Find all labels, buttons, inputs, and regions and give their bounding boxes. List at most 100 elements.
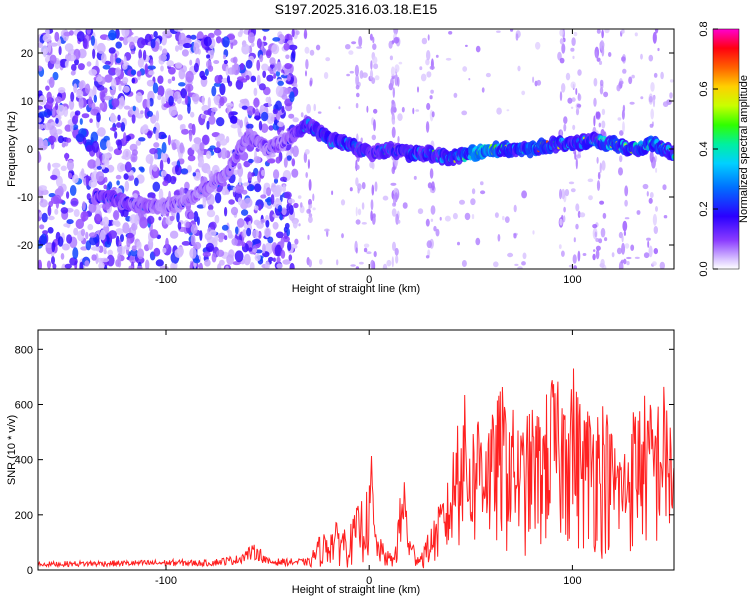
noise-blob [155, 110, 160, 122]
noise-blob [170, 175, 177, 185]
noise-blob [124, 180, 130, 192]
noise-blob [149, 148, 158, 155]
noise-blob [452, 212, 458, 220]
noise-streak [599, 162, 602, 174]
noise-blob [622, 68, 627, 74]
noise-blob [275, 231, 284, 239]
noise-blob [181, 128, 189, 135]
snr-y-tick-label: 200 [15, 510, 33, 522]
noise-streak [619, 130, 624, 136]
noise-streak [649, 151, 654, 163]
noise-blob [70, 122, 74, 133]
noise-blob [620, 259, 624, 264]
noise-blob [137, 37, 146, 49]
noise-blob [485, 72, 491, 78]
noise-blob [202, 196, 207, 209]
noise-streak [623, 230, 627, 236]
noise-blob [281, 105, 285, 114]
noise-blob [95, 246, 100, 252]
noise-blob [96, 76, 103, 83]
noise-streak [427, 34, 430, 41]
noise-streak [360, 137, 363, 143]
noise-blob [227, 229, 233, 239]
noise-blob [361, 202, 365, 210]
noise-blob [49, 76, 55, 88]
noise-blob [216, 36, 222, 44]
noise-blob [38, 123, 45, 130]
noise-blob [232, 56, 238, 64]
noise-blob [38, 138, 44, 149]
noise-blob [652, 261, 657, 266]
noise-blob [149, 229, 159, 239]
noise-blob [634, 256, 640, 259]
noise-blob [517, 266, 523, 269]
noise-blob [61, 142, 66, 148]
noise-blob [96, 165, 102, 170]
noise-blob [70, 91, 75, 102]
chart-title: S197.2025.316.03.18.E15 [275, 1, 438, 17]
noise-blob [113, 210, 120, 221]
noise-blob [291, 168, 299, 178]
noise-blob [596, 29, 601, 34]
noise-streak [559, 29, 564, 37]
noise-streak [374, 181, 378, 192]
noise-blob [273, 185, 281, 197]
noise-blob [124, 161, 132, 173]
noise-blob [137, 57, 144, 68]
noise-blob [211, 107, 218, 113]
noise-blob [60, 165, 67, 172]
noise-blob [397, 113, 403, 121]
noise-blob [196, 216, 200, 226]
noise-blob [122, 85, 130, 93]
noise-blob [39, 211, 43, 218]
noise-blob [475, 237, 481, 246]
noise-blob [559, 38, 564, 45]
noise-blob [636, 210, 641, 215]
noise-blob [224, 235, 228, 241]
noise-blob [266, 49, 272, 59]
noise-blob [147, 130, 153, 139]
noise-blob [120, 122, 126, 132]
noise-blob [56, 104, 66, 116]
noise-blob [319, 258, 323, 265]
noise-blob [393, 37, 400, 44]
noise-blob [269, 57, 276, 65]
noise-blob [174, 248, 183, 258]
noise-blob [222, 54, 227, 60]
noise-streak [373, 251, 377, 258]
noise-blob [210, 111, 215, 118]
noise-blob [52, 71, 59, 81]
noise-blob [131, 149, 138, 156]
noise-blob [190, 234, 196, 246]
noise-blob [576, 104, 582, 108]
noise-streak [655, 206, 658, 212]
noise-blob [290, 51, 296, 63]
noise-blob [131, 223, 138, 231]
noise-streak [355, 219, 361, 225]
noise-streak [389, 55, 393, 61]
snr-y-tick-label: 800 [15, 344, 33, 356]
noise-streak [622, 220, 628, 232]
noise-blob [213, 82, 222, 87]
noise-streak [577, 250, 581, 262]
noise-blob [238, 176, 242, 186]
noise-blob [275, 70, 280, 77]
noise-blob [49, 125, 57, 137]
noise-streak [559, 188, 562, 200]
noise-blob [45, 243, 53, 248]
noise-blob [193, 258, 201, 264]
noise-streak [370, 210, 373, 221]
noise-blob [135, 113, 144, 119]
noise-blob [269, 63, 275, 69]
noise-blob [101, 53, 107, 64]
noise-blob [138, 137, 146, 142]
noise-blob [146, 110, 153, 117]
noise-blob [532, 76, 535, 83]
noise-blob [201, 104, 210, 112]
noise-streak [575, 107, 580, 116]
noise-blob [49, 54, 57, 65]
noise-streak [648, 96, 653, 103]
noise-blob [324, 228, 330, 232]
noise-streak [395, 254, 399, 264]
noise-blob [70, 70, 76, 76]
